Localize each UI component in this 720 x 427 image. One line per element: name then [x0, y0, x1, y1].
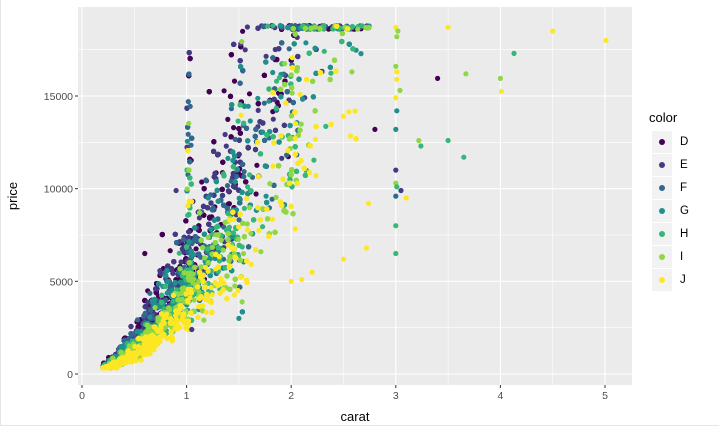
legend-key — [652, 222, 672, 245]
x-tick-label: 4 — [497, 390, 503, 402]
x-axis: 0 1 2 3 4 5 — [79, 385, 608, 402]
x-tick-label: 3 — [393, 390, 399, 402]
outlier-point — [299, 276, 305, 283]
x-axis-title: carat — [341, 409, 370, 424]
outlier-point — [393, 126, 399, 132]
outlier-point — [398, 187, 404, 194]
legend-dot-icon — [659, 230, 665, 237]
data-points — [100, 23, 609, 371]
legend-label: J — [680, 273, 686, 286]
outlier-point — [363, 245, 370, 251]
legend-label: I — [680, 250, 684, 263]
outlier-point — [288, 278, 294, 284]
outlier-point — [550, 28, 556, 34]
outlier-point — [394, 184, 400, 190]
legend-title: color — [649, 110, 678, 125]
legend-item-G: G — [652, 199, 689, 222]
outlier-point — [461, 154, 467, 160]
outlier-point — [463, 71, 469, 77]
y-tick-label: 5000 — [50, 276, 74, 288]
outlier-point — [394, 108, 400, 114]
legend-item-D: D — [652, 130, 689, 153]
legend-item-J: J — [652, 268, 689, 291]
outlier-point — [393, 63, 399, 69]
outlier-point — [142, 250, 148, 257]
legend-key — [652, 268, 672, 291]
x-tick-label: 1 — [184, 390, 190, 402]
x-tick-label: 0 — [79, 390, 85, 402]
outlier-point — [435, 75, 441, 81]
legend-dot-icon — [659, 276, 665, 283]
legend-key — [652, 130, 672, 153]
legend-dot-icon — [659, 138, 665, 145]
legend-dot-icon — [659, 184, 665, 191]
y-tick-label: 15000 — [44, 91, 73, 103]
outlier-point — [397, 87, 403, 93]
outlier-point — [393, 193, 399, 199]
y-axis-title: price — [5, 182, 20, 210]
outlier-point — [340, 256, 347, 262]
x-tick-label: 5 — [602, 390, 608, 402]
outlier-point — [189, 326, 195, 333]
outlier-point — [394, 69, 400, 75]
outlier-point — [393, 250, 399, 257]
outlier-point — [603, 37, 609, 44]
legend-key — [652, 245, 672, 268]
legend-dot-icon — [659, 161, 665, 168]
outlier-point — [445, 137, 451, 144]
outlier-point — [498, 88, 504, 94]
legend-dot-icon — [659, 253, 665, 260]
legend-label: E — [680, 158, 688, 171]
outlier-point — [393, 167, 399, 173]
y-axis: 0 5000 10000 15000 — [44, 91, 78, 381]
legend-item-F: F — [652, 176, 689, 199]
outlier-point — [394, 34, 400, 40]
outlier-point — [173, 187, 179, 194]
outlier-point — [395, 28, 401, 34]
outlier-point — [236, 315, 242, 321]
legend-item-E: E — [652, 153, 689, 176]
x-tick-label: 2 — [288, 390, 294, 402]
legend-label: H — [680, 227, 689, 240]
y-tick-label: 0 — [67, 369, 73, 381]
legend-key — [652, 153, 672, 176]
outlier-point — [416, 137, 422, 144]
legend-item-I: I — [652, 245, 689, 268]
legend-item-H: H — [652, 222, 689, 245]
outlier-point — [403, 195, 409, 201]
legend-label: G — [680, 204, 689, 217]
legend-dot-icon — [659, 207, 665, 214]
outlier-point — [445, 24, 451, 30]
outlier-point — [418, 143, 424, 149]
legend-label: F — [680, 181, 688, 194]
outlier-point — [511, 50, 517, 57]
legend-key — [652, 176, 672, 199]
legend-label: D — [680, 135, 689, 148]
outlier-point — [497, 75, 503, 81]
outlier-point — [372, 126, 378, 132]
legend-key — [652, 199, 672, 222]
outlier-point — [366, 200, 372, 207]
outlier-point — [393, 95, 399, 101]
outlier-point — [393, 223, 399, 229]
y-tick-label: 10000 — [44, 184, 73, 196]
outlier-point — [394, 76, 400, 82]
major-gridlines — [78, 7, 632, 385]
outlier-point — [309, 269, 315, 275]
